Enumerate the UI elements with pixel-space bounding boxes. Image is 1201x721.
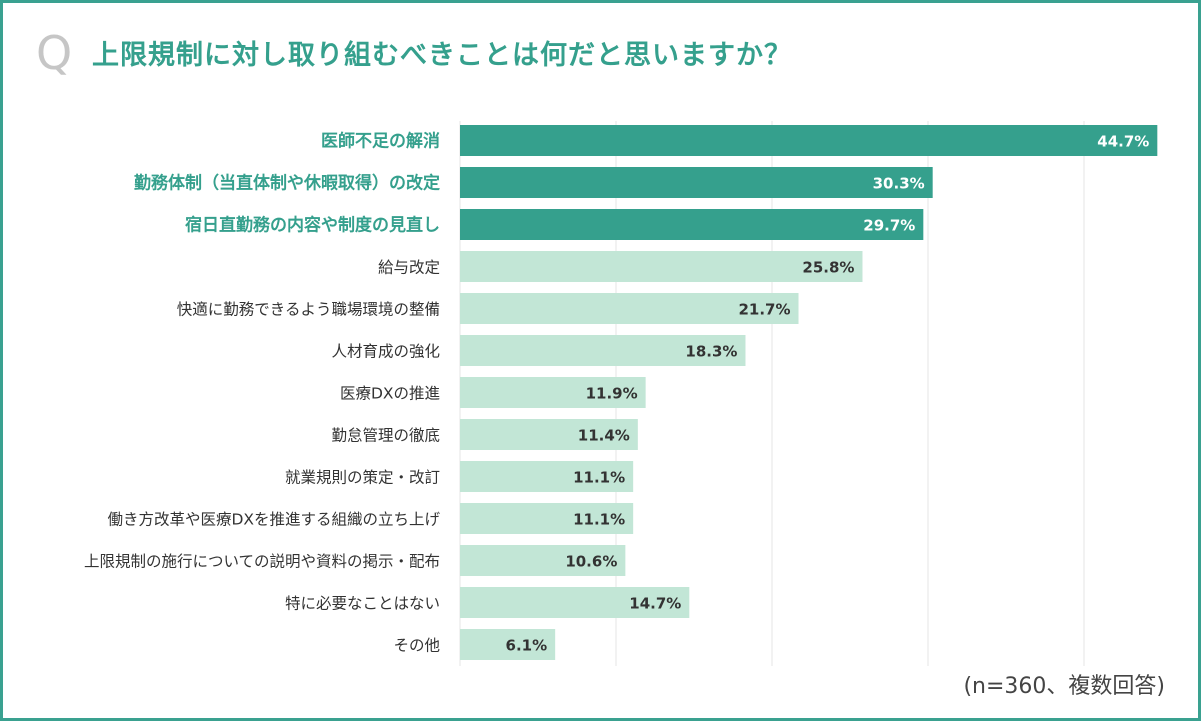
bar-11 xyxy=(460,587,690,618)
bar-10 xyxy=(460,545,626,576)
bar-3 xyxy=(460,251,863,282)
category-label-0: 医師不足の解消 xyxy=(321,131,440,152)
category-label-9: 働き方改革や医療DXを推進する組織の立ち上げ xyxy=(107,511,440,529)
bar-2 xyxy=(460,209,924,240)
category-label-3: 給与改定 xyxy=(378,259,440,277)
category-label-2: 宿日直勤務の内容や制度の見直し xyxy=(185,215,440,236)
value-label-1: 30.3% xyxy=(873,175,925,193)
category-label-6: 医療DXの推進 xyxy=(340,385,440,403)
category-label-7: 勤怠管理の徹底 xyxy=(331,427,440,445)
category-label-1: 勤務体制（当直体制や休暇取得）の改定 xyxy=(134,173,440,194)
bar-1 xyxy=(460,167,933,198)
value-label-6: 11.9% xyxy=(586,385,638,403)
value-label-9: 11.1% xyxy=(573,511,625,529)
value-label-2: 29.7% xyxy=(863,217,915,235)
bar-0 xyxy=(460,125,1158,156)
value-label-7: 11.4% xyxy=(578,427,630,445)
bar-6 xyxy=(460,377,646,408)
bar-4 xyxy=(460,293,799,324)
chart-title: 上限規制に対し取り組むべきことは何だと思いますか？ xyxy=(92,40,792,71)
category-label-8: 就業規則の策定・改訂 xyxy=(285,469,440,487)
bar-5 xyxy=(460,335,746,366)
value-label-3: 25.8% xyxy=(802,259,854,277)
value-label-8: 11.1% xyxy=(573,469,625,487)
category-label-11: 特に必要なことはない xyxy=(285,595,440,613)
value-label-12: 6.1% xyxy=(506,637,548,655)
category-label-12: その他 xyxy=(393,637,440,655)
bar-7 xyxy=(460,419,638,450)
bar-9 xyxy=(460,503,634,534)
sample-note: (n=360、複数回答) xyxy=(963,674,1165,699)
bar-12 xyxy=(460,629,556,660)
category-label-4: 快適に勤務できるよう職場環境の整備 xyxy=(177,300,440,319)
value-label-4: 21.7% xyxy=(738,301,790,319)
bar-8 xyxy=(460,461,634,492)
value-label-10: 10.6% xyxy=(565,553,617,571)
value-label-5: 18.3% xyxy=(685,343,737,361)
value-label-11: 14.7% xyxy=(629,595,681,613)
question-marker: Q xyxy=(36,26,73,80)
category-label-10: 上限規制の施行についての説明や資料の掲示・配布 xyxy=(84,553,440,571)
value-label-0: 44.7% xyxy=(1097,133,1149,151)
category-label-5: 人材育成の強化 xyxy=(331,343,440,361)
